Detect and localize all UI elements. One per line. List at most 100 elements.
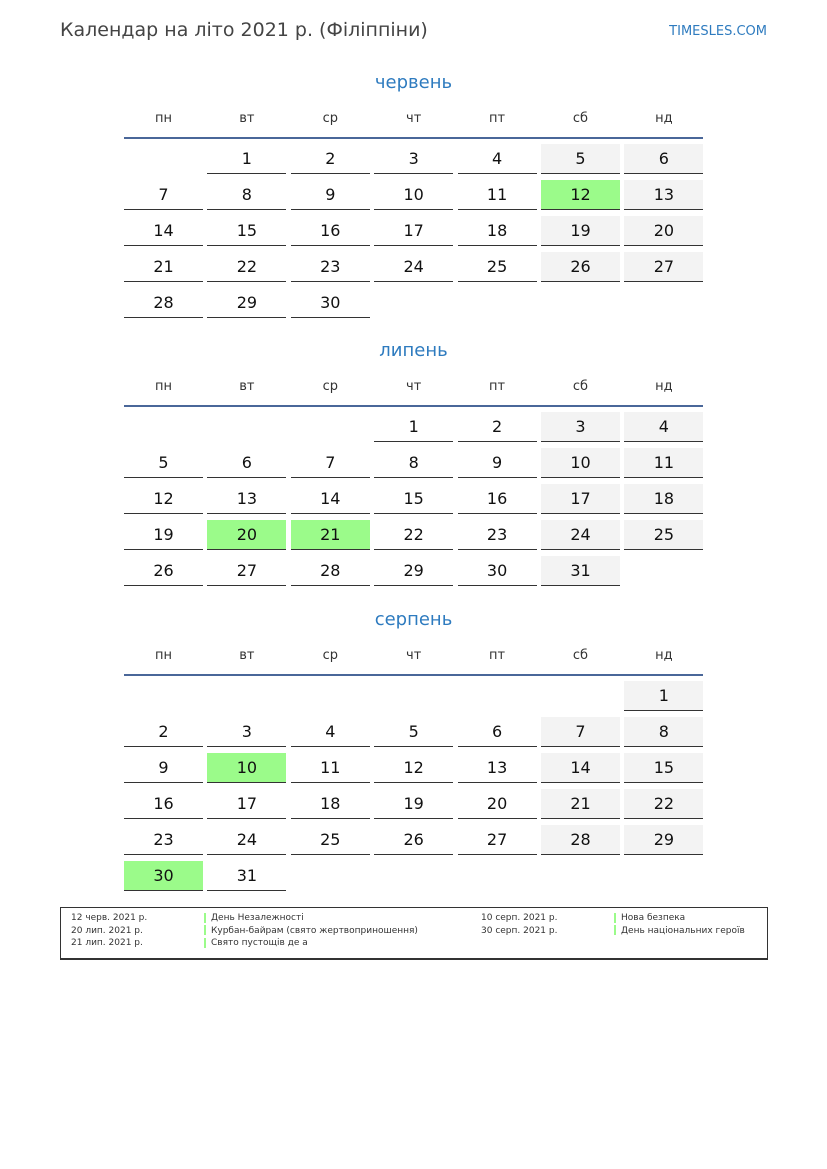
day-cell[interactable]: 13: [457, 753, 537, 783]
day-cell[interactable]: 24: [541, 520, 620, 550]
day-cell[interactable]: 25: [624, 520, 704, 550]
day-cell[interactable]: 18: [624, 484, 704, 514]
weekday-header: пт: [489, 111, 506, 126]
day-cell[interactable]: 9: [290, 180, 370, 210]
day-cell[interactable]: 30: [457, 556, 537, 586]
day-cell[interactable]: 13: [207, 484, 287, 514]
weekday-header: нд: [655, 379, 673, 394]
day-cell[interactable]: 1: [374, 412, 454, 442]
day-cell[interactable]: 8: [207, 180, 287, 210]
day-cell[interactable]: 19: [124, 520, 203, 550]
day-cell[interactable]: 4: [290, 717, 370, 747]
day-cell[interactable]: 1: [207, 144, 287, 174]
day-cell[interactable]: 9: [457, 448, 537, 478]
day-cell[interactable]: 6: [207, 448, 287, 478]
day-cell[interactable]: 15: [374, 484, 454, 514]
day-cell[interactable]: 29: [624, 825, 704, 855]
day-cell[interactable]: 12: [124, 484, 203, 514]
day-cell[interactable]: 8: [624, 717, 704, 747]
day-cell[interactable]: 5: [374, 717, 454, 747]
day-cell[interactable]: 16: [290, 216, 370, 246]
day-cell[interactable]: 28: [124, 288, 203, 318]
day-cell[interactable]: 4: [457, 144, 537, 174]
day-cell[interactable]: 29: [207, 288, 287, 318]
day-cell[interactable]: 11: [624, 448, 704, 478]
holiday-day-cell[interactable]: 30: [124, 861, 203, 891]
day-cell[interactable]: 22: [374, 520, 454, 550]
day-cell[interactable]: 26: [541, 252, 620, 282]
day-cell[interactable]: 25: [457, 252, 537, 282]
day-cell[interactable]: 21: [124, 252, 203, 282]
day-cell[interactable]: 4: [624, 412, 704, 442]
day-cell[interactable]: 22: [207, 252, 287, 282]
day-cell[interactable]: 19: [374, 789, 454, 819]
day-cell[interactable]: 30: [290, 288, 370, 318]
holiday-color-marker: [204, 912, 206, 923]
day-cell[interactable]: 26: [374, 825, 454, 855]
day-cell[interactable]: 18: [290, 789, 370, 819]
day-cell[interactable]: 13: [624, 180, 704, 210]
day-cell[interactable]: 3: [207, 717, 287, 747]
day-cell[interactable]: 29: [374, 556, 454, 586]
day-cell[interactable]: 2: [457, 412, 537, 442]
day-cell[interactable]: 16: [457, 484, 537, 514]
day-cell[interactable]: 3: [374, 144, 454, 174]
day-cell[interactable]: 27: [207, 556, 287, 586]
day-cell[interactable]: 5: [124, 448, 203, 478]
holiday-day-cell[interactable]: 20: [207, 520, 287, 550]
day-cell[interactable]: 23: [290, 252, 370, 282]
day-cell[interactable]: 20: [457, 789, 537, 819]
day-cell[interactable]: 20: [624, 216, 704, 246]
day-cell[interactable]: 14: [124, 216, 203, 246]
holiday-day-cell[interactable]: 21: [290, 520, 370, 550]
day-cell[interactable]: 9: [124, 753, 203, 783]
day-cell[interactable]: 27: [457, 825, 537, 855]
day-cell[interactable]: 7: [290, 448, 370, 478]
day-cell[interactable]: 7: [541, 717, 620, 747]
site-link[interactable]: TIMESLES.COM: [669, 24, 767, 39]
day-cell[interactable]: 7: [124, 180, 203, 210]
day-cell[interactable]: 1: [624, 681, 704, 711]
day-cell[interactable]: 17: [541, 484, 620, 514]
day-cell[interactable]: 24: [374, 252, 454, 282]
holiday-day-cell[interactable]: 12: [541, 180, 620, 210]
day-cell[interactable]: 19: [541, 216, 620, 246]
day-cell[interactable]: 5: [541, 144, 620, 174]
day-cell[interactable]: 12: [374, 753, 454, 783]
day-cell[interactable]: 15: [207, 216, 287, 246]
day-cell[interactable]: 6: [457, 717, 537, 747]
day-cell[interactable]: 23: [457, 520, 537, 550]
day-cell[interactable]: 31: [207, 861, 287, 891]
day-cell[interactable]: 22: [624, 789, 704, 819]
day-cell[interactable]: 17: [374, 216, 454, 246]
holiday-day-cell[interactable]: 10: [207, 753, 287, 783]
day-cell[interactable]: 10: [541, 448, 620, 478]
day-cell[interactable]: 8: [374, 448, 454, 478]
day-cell[interactable]: 3: [541, 412, 620, 442]
day-cell[interactable]: 28: [541, 825, 620, 855]
day-cell[interactable]: 23: [124, 825, 203, 855]
legend-row: 10 серп. 2021 р. Нова безпека: [481, 912, 685, 924]
day-cell[interactable]: 14: [541, 753, 620, 783]
day-cell[interactable]: 11: [290, 753, 370, 783]
day-cell[interactable]: 18: [457, 216, 537, 246]
day-cell[interactable]: 2: [290, 144, 370, 174]
day-cell[interactable]: 24: [207, 825, 287, 855]
day-cell[interactable]: 14: [290, 484, 370, 514]
day-cell[interactable]: 26: [124, 556, 203, 586]
weekday-header: вт: [239, 111, 255, 126]
day-cell[interactable]: 17: [207, 789, 287, 819]
day-cell[interactable]: 2: [124, 717, 203, 747]
day-cell[interactable]: 27: [624, 252, 704, 282]
page-title: Календар на літо 2021 р. (Філіппіни): [60, 19, 428, 41]
day-cell[interactable]: 15: [624, 753, 704, 783]
day-cell[interactable]: 6: [624, 144, 704, 174]
day-cell[interactable]: 28: [290, 556, 370, 586]
day-cell[interactable]: 10: [374, 180, 454, 210]
day-cell[interactable]: 16: [124, 789, 203, 819]
day-cell[interactable]: 25: [290, 825, 370, 855]
day-cell[interactable]: 21: [541, 789, 620, 819]
day-cell[interactable]: 31: [541, 556, 620, 586]
day-cell[interactable]: 11: [457, 180, 537, 210]
weekday-header: пн: [155, 379, 172, 394]
